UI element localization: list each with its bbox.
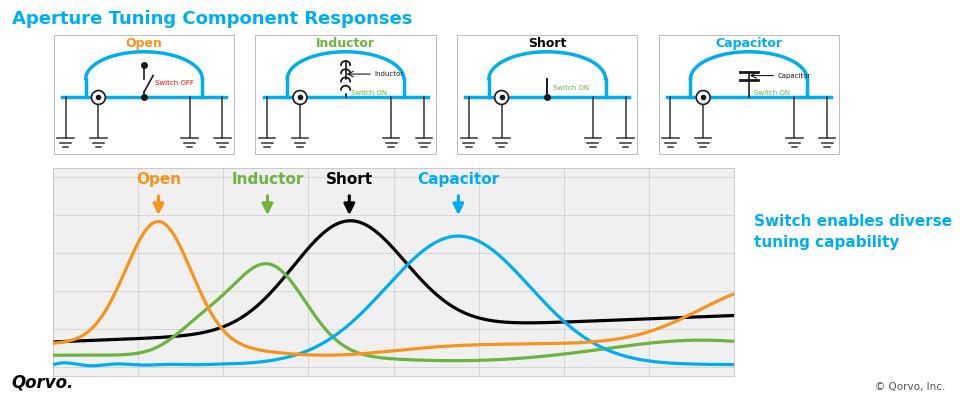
FancyBboxPatch shape — [457, 35, 637, 154]
Text: Inductor: Inductor — [316, 37, 375, 50]
Text: Switch OFF: Switch OFF — [155, 80, 194, 86]
Text: © Qorvo, Inc.: © Qorvo, Inc. — [876, 382, 946, 392]
Text: Short: Short — [528, 37, 566, 50]
Text: Capacitor: Capacitor — [778, 72, 811, 78]
Text: Switch ON: Switch ON — [755, 90, 790, 96]
FancyBboxPatch shape — [255, 35, 436, 154]
Circle shape — [293, 90, 307, 104]
FancyBboxPatch shape — [659, 35, 839, 154]
Text: Capacitor: Capacitor — [715, 37, 782, 50]
FancyBboxPatch shape — [54, 35, 234, 154]
Text: Switch ON: Switch ON — [553, 85, 588, 91]
Text: Qorvo.: Qorvo. — [12, 374, 74, 392]
Text: Aperture Tuning Component Responses: Aperture Tuning Component Responses — [12, 10, 412, 28]
Text: Open: Open — [126, 37, 162, 50]
Text: Open: Open — [136, 172, 181, 187]
Text: Short: Short — [325, 172, 372, 187]
Circle shape — [696, 90, 710, 104]
Text: Inductor: Inductor — [374, 71, 404, 77]
Text: Inductor: Inductor — [231, 172, 303, 187]
Text: Switch enables diverse
tuning capability: Switch enables diverse tuning capability — [754, 214, 951, 250]
Circle shape — [91, 90, 106, 104]
Text: Switch ON: Switch ON — [351, 90, 387, 96]
Text: Capacitor: Capacitor — [418, 172, 499, 187]
Circle shape — [494, 90, 509, 104]
